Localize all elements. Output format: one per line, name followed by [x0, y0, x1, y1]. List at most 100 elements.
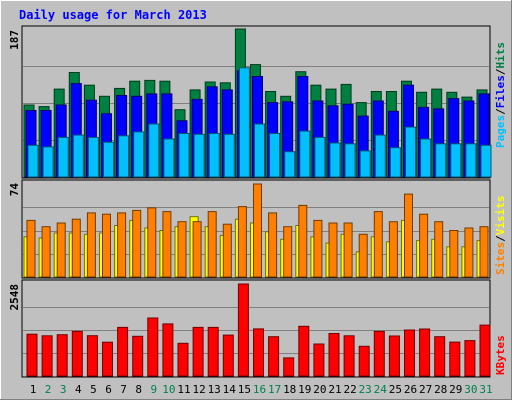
pages-bar — [178, 133, 190, 178]
pages-bar — [118, 135, 130, 178]
day-label: 11 — [177, 383, 190, 396]
pages-bar — [284, 151, 296, 178]
day-label: 8 — [135, 383, 142, 396]
day-label: 23 — [359, 383, 372, 396]
legend-middle: Sites/Visits — [494, 196, 507, 276]
kbytes-bar — [237, 283, 249, 377]
kbytes-bar — [404, 329, 415, 377]
sites-bar — [41, 226, 51, 278]
kbytes-bar — [343, 335, 355, 377]
kbytes-bar — [313, 343, 325, 377]
day-label: 31 — [479, 383, 492, 396]
day-label: 19 — [298, 383, 311, 396]
pages-bar — [374, 134, 386, 178]
kbytes-bar — [71, 330, 83, 377]
kbytes-bar — [177, 342, 189, 377]
pages-bar — [329, 142, 341, 178]
legend-files: Files — [494, 75, 507, 108]
pages-bar — [163, 138, 175, 178]
sites-bar — [434, 221, 444, 278]
pages-bar — [72, 134, 84, 178]
pages-bar — [405, 126, 416, 178]
pages-bar — [193, 133, 205, 178]
panel-frame-middle — [21, 179, 491, 279]
sites-bar — [222, 223, 232, 278]
pages-bar — [435, 143, 447, 178]
pages-bar — [314, 136, 326, 178]
day-label: 26 — [404, 383, 417, 396]
sites-bar — [464, 227, 474, 278]
day-label: 4 — [75, 383, 82, 396]
kbytes-bar — [102, 341, 113, 377]
pages-bar — [480, 144, 492, 178]
pages-bar — [420, 138, 432, 178]
pages-bar — [27, 144, 39, 178]
sites-bar — [449, 230, 459, 278]
day-label: 14 — [223, 383, 237, 396]
kbytes-bar — [147, 317, 159, 377]
legend-separator-3: / — [494, 235, 507, 242]
day-label: 6 — [105, 383, 112, 396]
legend-separator-1: / — [494, 108, 507, 115]
sites-bar — [268, 212, 278, 278]
sites-bar — [177, 221, 187, 278]
pages-bar — [57, 136, 69, 178]
day-label: 30 — [464, 383, 477, 396]
day-label: 7 — [120, 383, 127, 396]
pages-bar — [465, 143, 477, 178]
kbytes-bar — [41, 335, 53, 377]
kbytes-bar — [268, 336, 280, 377]
sites-bar — [253, 183, 262, 278]
sites-bar — [132, 209, 142, 278]
kbytes-bar — [449, 341, 461, 377]
day-label: 1 — [30, 383, 37, 396]
sites-bar — [373, 211, 383, 278]
sites-bar — [71, 218, 81, 278]
sites-bar — [404, 193, 413, 278]
day-label: 22 — [343, 383, 356, 396]
kbytes-bar — [464, 340, 476, 377]
kbytes-bar — [132, 335, 144, 377]
kbytes-bar — [192, 326, 204, 377]
sites-bar — [26, 219, 36, 278]
ymax-label-hits: 187 — [8, 30, 21, 50]
day-label: 25 — [389, 383, 402, 396]
kbytes-bar — [162, 323, 174, 377]
panel-frame-top — [21, 25, 491, 179]
legend-hits: Hits — [494, 42, 507, 69]
day-label: 2 — [45, 383, 52, 396]
sites-bar — [283, 226, 293, 278]
kbytes-bar — [419, 328, 431, 377]
kbytes-bar — [479, 324, 491, 377]
kbytes-bar — [117, 326, 129, 377]
pages-bar — [42, 146, 54, 178]
kbytes-bar — [86, 335, 98, 377]
legend-pages: Pages — [494, 115, 507, 148]
sites-bar — [162, 211, 172, 278]
day-label: 5 — [90, 383, 97, 396]
day-label: 16 — [253, 383, 266, 396]
chart-title: Daily usage for March 2013 — [19, 8, 207, 22]
kbytes-bar — [434, 336, 446, 377]
pages-bar — [389, 147, 401, 178]
kbytes-bar — [298, 325, 310, 377]
sites-bar — [313, 219, 323, 278]
legend-visits: Visits — [494, 196, 507, 236]
sites-bar — [298, 204, 308, 278]
sites-bar — [358, 233, 368, 278]
pages-bar — [223, 133, 235, 178]
kbytes-bar — [26, 333, 38, 377]
sites-bar — [192, 221, 202, 278]
pages-bar — [359, 150, 371, 178]
day-labels: 1 2 3 4 5 6 7 8 9 10 11 12 13 14 15 16 17 18 19 20 21 22 23 24 2… — [30, 383, 493, 396]
legend-separator-2: / — [494, 68, 507, 75]
legend-top: Pages/Files/Hits — [494, 42, 507, 148]
pages-bar — [87, 136, 99, 178]
pages-bar — [450, 143, 462, 178]
sites-bar — [102, 213, 111, 278]
legend-sites: Sites — [494, 242, 507, 275]
day-label: 24 — [374, 383, 388, 396]
sites-bar — [86, 212, 96, 278]
pages-bar — [269, 133, 281, 178]
